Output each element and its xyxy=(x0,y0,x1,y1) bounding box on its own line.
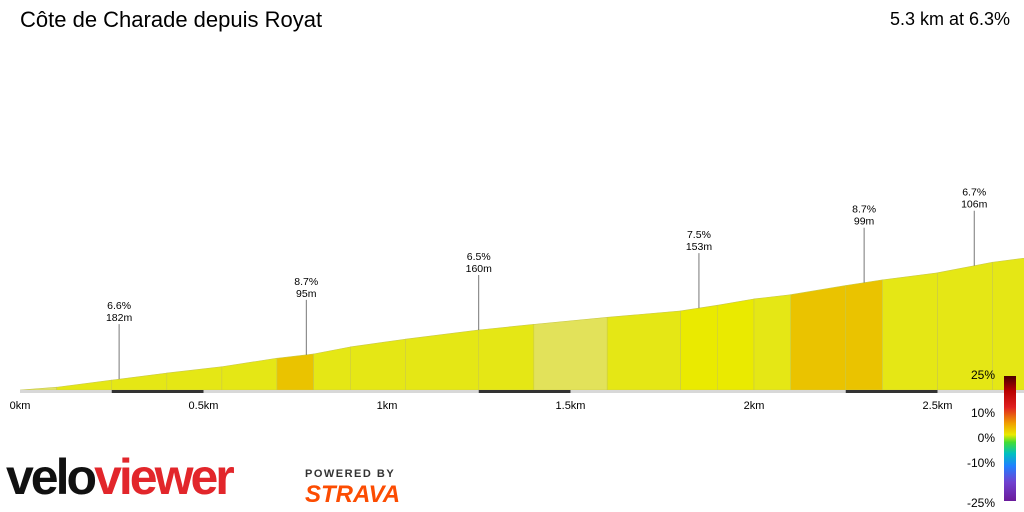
annotation-length: 95m xyxy=(296,288,317,300)
axis-bar xyxy=(478,390,571,393)
profile-segment xyxy=(680,304,718,391)
x-tick-label: 1km xyxy=(377,400,398,412)
legend-label: 10% xyxy=(971,406,995,420)
legend-gradient-bar xyxy=(1004,376,1016,501)
page-title: Côte de Charade depuis Royat xyxy=(20,7,323,32)
profile-segment xyxy=(716,298,755,391)
profile-segment xyxy=(19,386,58,391)
profile-segment xyxy=(276,353,314,391)
x-axis: 0km0.5km1km1.5km2km2.5km3km3.5km4km4.5km… xyxy=(10,390,1024,412)
profile-segment xyxy=(533,316,608,391)
annotation-grade: 7.5% xyxy=(687,229,711,241)
x-tick-label: 2.5km xyxy=(923,400,953,412)
profile-segment xyxy=(606,310,681,391)
profile-segment xyxy=(56,379,113,391)
profile-segment xyxy=(313,346,351,391)
gradient-legend: 25% 10% 0% -10% -25% xyxy=(967,368,1016,510)
annotation-length: 160m xyxy=(466,263,493,275)
annotation-length: 99m xyxy=(854,216,875,228)
annotation-grade: 8.7% xyxy=(852,204,876,216)
segment-annotations: 6.6%182m8.7%95m6.5%160m7.5%153m8.7%99m6.… xyxy=(106,187,988,380)
annotation-grade: 8.7% xyxy=(294,276,318,288)
legend-label: -25% xyxy=(967,496,995,510)
annotation-length: 182m xyxy=(106,312,133,324)
profile-segment xyxy=(478,324,535,391)
profile-segment xyxy=(349,338,406,391)
profile-segment xyxy=(753,294,792,391)
annotation-length: 106m xyxy=(961,199,988,211)
x-tick-label: 2km xyxy=(744,400,765,412)
strava-logo: STRAVA xyxy=(305,481,401,508)
veloviewer-logo: veloviewer xyxy=(6,449,235,505)
profile-segment xyxy=(405,329,480,391)
logo-velo-text: velo xyxy=(6,449,97,505)
x-tick-label: 0.5km xyxy=(189,400,219,412)
annotation-grade: 6.7% xyxy=(962,187,986,199)
profile-segment xyxy=(992,257,1024,391)
annotation-grade: 6.5% xyxy=(467,251,491,263)
legend-label: -10% xyxy=(967,456,995,470)
profile-segment xyxy=(111,372,168,391)
climb-summary: 5.3 km at 6.3% xyxy=(889,9,1010,29)
annotation-grade: 6.6% xyxy=(107,300,131,312)
profile-segment xyxy=(845,279,883,391)
powered-by-label: POWERED BY xyxy=(305,468,396,480)
axis-bar xyxy=(845,390,938,393)
profile-segment xyxy=(790,285,847,391)
axis-bar xyxy=(111,390,204,393)
legend-label: 25% xyxy=(971,368,995,382)
logo-viewer-text: viewer xyxy=(94,449,235,505)
x-tick-label: 0km xyxy=(10,400,31,412)
profile-segment xyxy=(221,357,278,391)
profile-segment xyxy=(882,272,938,391)
legend-label: 0% xyxy=(978,431,996,445)
x-tick-label: 1.5km xyxy=(556,400,586,412)
annotation-length: 153m xyxy=(686,241,713,253)
profile-segments xyxy=(19,257,1024,391)
profile-segment xyxy=(166,366,223,391)
